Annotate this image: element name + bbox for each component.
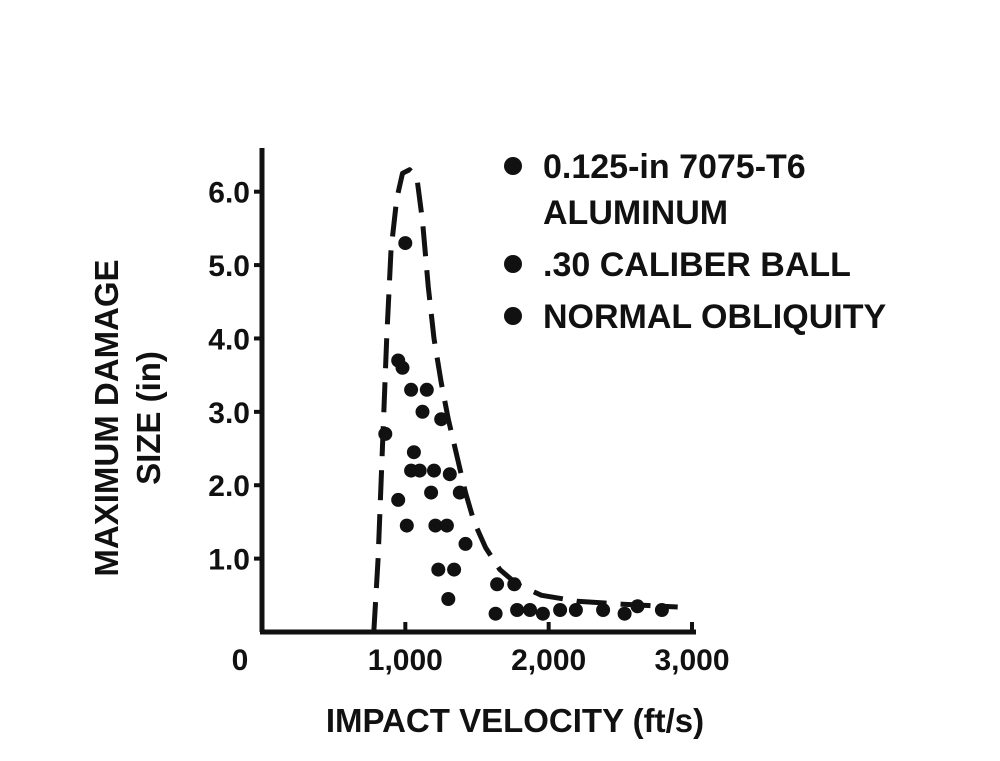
x-tick-label-1: 0 (232, 644, 249, 677)
data-point-23 (441, 592, 456, 606)
data-point-24 (490, 577, 505, 592)
y-tick-label-3: 3.0 (208, 397, 250, 430)
data-point-31 (568, 603, 583, 617)
data-point-7 (378, 426, 393, 441)
legend-item-2: .30 CALIBER BALL (543, 246, 851, 284)
x-axis-title: IMPACT VELOCITY (ft/s) (326, 702, 704, 739)
y-tick-label-1: 1.0 (208, 544, 250, 577)
y-tick-label-6: 6.0 (208, 177, 250, 210)
data-point-35 (654, 603, 669, 617)
data-point-22 (447, 562, 462, 577)
data-point-9 (406, 445, 421, 460)
data-point-28 (523, 603, 537, 617)
data-point-1 (398, 236, 413, 251)
x-tick-label-2: 1,000 (368, 644, 443, 677)
legend-bullet (504, 255, 522, 273)
data-point-15 (452, 485, 467, 500)
data-point-3 (395, 360, 410, 375)
data-point-26 (488, 606, 503, 621)
data-point-33 (617, 606, 632, 621)
data-point-27 (510, 603, 525, 617)
legend: 0.125-in 7075-T6 ALUMINUM .30 CALIBER BA… (504, 148, 886, 336)
y-tick-label-4: 4.0 (208, 323, 250, 356)
legend-item-1-line-2: ALUMINUM (543, 194, 728, 232)
damage-envelope-line (371, 167, 678, 633)
data-point-30 (553, 603, 568, 617)
x-tick-label-4: 3,000 (654, 644, 729, 677)
data-point-8 (434, 412, 449, 427)
data-point-32 (596, 603, 611, 617)
data-point-17 (399, 518, 414, 533)
data-point-19 (439, 518, 454, 533)
data-point-20 (458, 536, 473, 551)
data-point-14 (424, 485, 439, 500)
legend-item-1-line-1: 0.125-in 7075-T6 (543, 148, 806, 186)
y-axis-title-line-1: MAXIMUM DAMAGE (88, 259, 125, 576)
data-point-4 (404, 382, 419, 397)
data-point-13 (442, 467, 457, 482)
data-point-34 (630, 599, 645, 614)
data-point-11 (412, 463, 427, 478)
data-point-16 (391, 492, 406, 507)
data-point-18 (428, 518, 443, 533)
legend-item-3: NORMAL OBLIQUITY (543, 298, 886, 336)
data-point-12 (427, 463, 441, 478)
y-tick-label-5: 5.0 (208, 250, 250, 283)
data-point-29 (535, 606, 550, 621)
y-tick-label-2: 2.0 (208, 470, 250, 503)
legend-bullet (504, 157, 522, 175)
data-point-21 (431, 562, 446, 577)
y-axis-title-line-2: SIZE (in) (130, 351, 167, 485)
x-tick-label-3: 2,000 (511, 644, 586, 677)
data-point-5 (419, 382, 434, 397)
data-point-6 (415, 404, 430, 419)
data-point-25 (507, 577, 522, 592)
legend-bullet (504, 307, 522, 325)
